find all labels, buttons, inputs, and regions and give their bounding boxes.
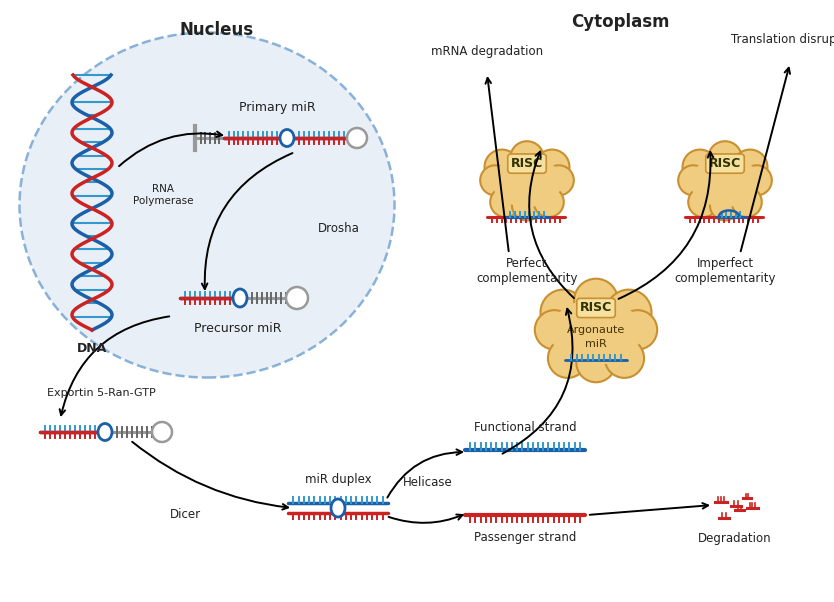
Circle shape: [708, 141, 741, 175]
Circle shape: [480, 166, 510, 196]
Text: Primary miR: Primary miR: [239, 101, 315, 114]
Text: mRNA degradation: mRNA degradation: [431, 46, 543, 58]
Text: Passenger strand: Passenger strand: [474, 531, 576, 544]
Circle shape: [691, 149, 758, 216]
Text: miR duplex: miR duplex: [304, 473, 371, 486]
Circle shape: [741, 166, 771, 196]
Circle shape: [510, 141, 544, 175]
Circle shape: [618, 310, 657, 350]
Ellipse shape: [19, 33, 394, 377]
Text: miR: miR: [585, 340, 607, 349]
Circle shape: [544, 166, 574, 196]
Circle shape: [347, 128, 367, 148]
Text: Argonaute: Argonaute: [567, 325, 626, 335]
Text: RNA
Polymerase: RNA Polymerase: [133, 184, 193, 206]
Text: DNA: DNA: [77, 342, 107, 355]
Circle shape: [535, 310, 574, 350]
Circle shape: [688, 187, 718, 217]
Circle shape: [485, 149, 520, 184]
Circle shape: [512, 190, 542, 220]
Circle shape: [678, 166, 708, 196]
Circle shape: [733, 149, 767, 184]
Ellipse shape: [233, 289, 247, 307]
Circle shape: [606, 290, 651, 335]
Circle shape: [605, 338, 644, 378]
Text: Functional strand: Functional strand: [474, 421, 576, 434]
Circle shape: [286, 287, 308, 309]
Circle shape: [548, 338, 587, 378]
Ellipse shape: [98, 423, 112, 441]
Text: Translation disruption: Translation disruption: [731, 34, 834, 46]
Ellipse shape: [690, 157, 760, 207]
Ellipse shape: [280, 129, 294, 146]
Text: RISC: RISC: [511, 157, 543, 170]
Circle shape: [535, 149, 570, 184]
Circle shape: [490, 187, 520, 217]
Text: Nucleus: Nucleus: [180, 21, 254, 39]
Circle shape: [682, 149, 717, 184]
Text: Precursor miR: Precursor miR: [194, 322, 282, 335]
Circle shape: [540, 290, 586, 335]
Circle shape: [152, 422, 172, 442]
Circle shape: [710, 190, 740, 220]
Text: Exportin 5-Ran-GTP: Exportin 5-Ran-GTP: [47, 388, 156, 398]
Circle shape: [576, 343, 615, 382]
Circle shape: [731, 187, 761, 217]
Circle shape: [494, 149, 560, 216]
Circle shape: [552, 288, 640, 376]
Ellipse shape: [492, 157, 562, 207]
Text: Drosha: Drosha: [318, 222, 360, 235]
Text: Imperfect
complementarity: Imperfect complementarity: [674, 257, 776, 285]
Text: Cytoplasm: Cytoplasm: [570, 13, 669, 31]
Ellipse shape: [331, 499, 345, 517]
Text: Degradation: Degradation: [698, 532, 771, 545]
Text: Perfect
complementarity: Perfect complementarity: [476, 257, 578, 285]
Text: Dicer: Dicer: [169, 509, 200, 521]
Text: Helicase: Helicase: [404, 476, 453, 488]
Circle shape: [574, 279, 618, 323]
Text: RISC: RISC: [709, 157, 741, 170]
Ellipse shape: [550, 299, 642, 365]
Circle shape: [534, 187, 564, 217]
Text: RISC: RISC: [580, 302, 612, 314]
